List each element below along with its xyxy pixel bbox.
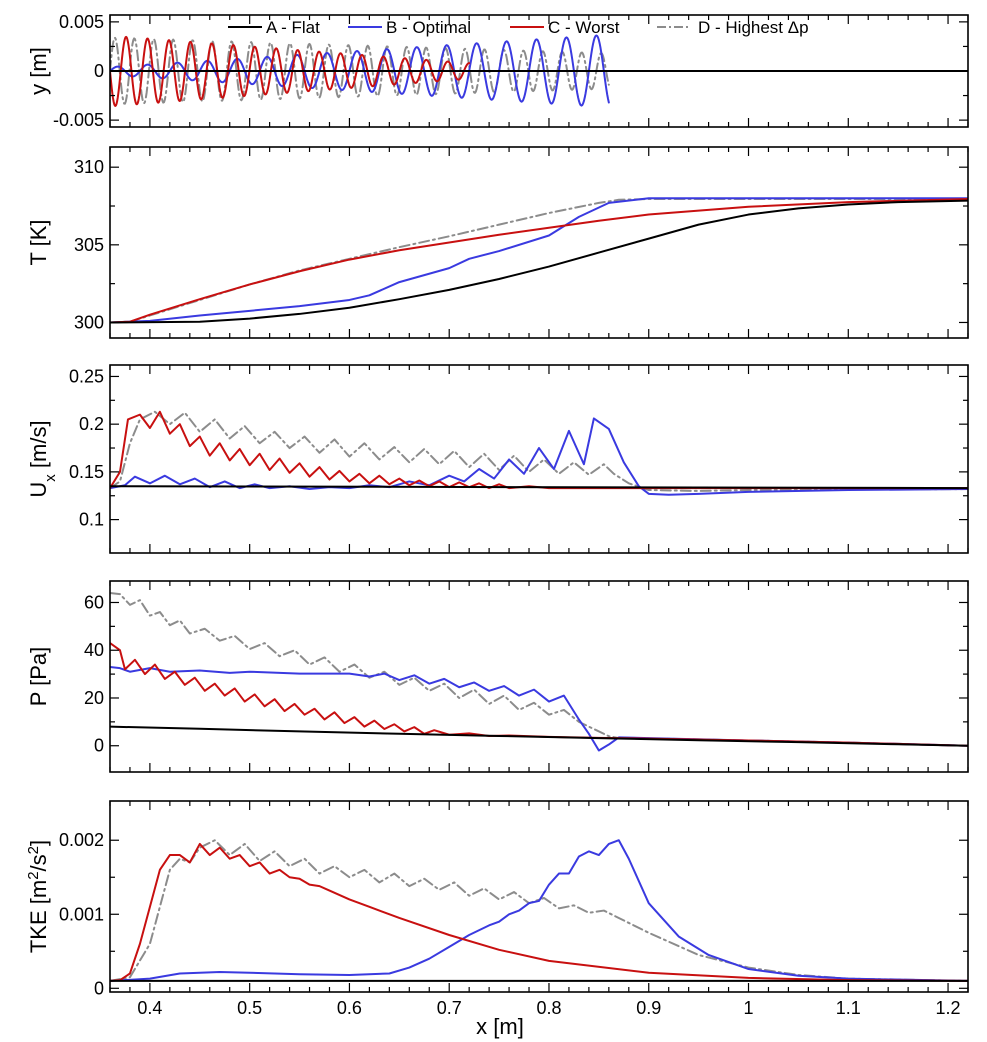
x-tick-label: 0.6 xyxy=(337,998,362,1018)
y-tick-label: 0.001 xyxy=(59,904,104,924)
x-tick-label: 0.7 xyxy=(437,998,462,1018)
y-tick-label: 0.15 xyxy=(69,462,104,482)
panel-TKE: 0 0.001 0.002 0.4 0.5 0.6 0.7 0.8 0.9 1 1.1 1.2 TKE … xyxy=(25,800,969,1018)
series-b-line xyxy=(110,665,968,752)
y-tick-label: 0 xyxy=(94,736,104,756)
x-tick-label: 0.8 xyxy=(536,998,561,1018)
legend-label-c: C - Worst xyxy=(548,18,620,37)
panel-T: 300 305 310 T [K] xyxy=(26,146,969,339)
plot-frame xyxy=(109,364,969,554)
series-b-line xyxy=(110,197,968,324)
series-b-line xyxy=(110,34,610,107)
y-axis-label-Ux: Ux [m/s] xyxy=(26,420,59,497)
series-d-line xyxy=(110,591,968,747)
y-tick-label: 0.002 xyxy=(59,830,104,850)
legend-label-d: D - Highest Δp xyxy=(698,18,809,37)
series-d-line xyxy=(110,36,610,105)
series-a-line xyxy=(110,725,968,747)
plot-frame xyxy=(109,580,969,773)
x-tick-label: 1.2 xyxy=(936,998,961,1018)
panel-Ux: 0.1 0.15 0.2 0.25 Ux [m/s] xyxy=(26,364,969,554)
y-tick-label: 0.25 xyxy=(69,366,104,386)
series-c-line xyxy=(110,198,968,324)
series-a-line xyxy=(110,199,968,324)
y-axis-label-TKE: TKE [m2/s2] xyxy=(25,840,52,953)
series-d-line xyxy=(110,839,968,982)
y-tick-label: 0.2 xyxy=(79,414,104,434)
x-tick-label: 1 xyxy=(744,998,754,1018)
series-c-line xyxy=(110,35,471,107)
y-tick-label: 20 xyxy=(84,688,104,708)
series-b-line xyxy=(110,417,968,496)
panel-P: 0 20 40 60 P [Pa] xyxy=(26,580,969,773)
legend: A - Flat B - Optimal C - Worst D - Highe… xyxy=(228,18,809,37)
x-tick-label: 0.9 xyxy=(636,998,661,1018)
y-tick-label: -0.005 xyxy=(53,110,104,130)
y-axis-label-P: P [Pa] xyxy=(26,647,51,707)
x-tick-label: 0.5 xyxy=(237,998,262,1018)
legend-label-b: B - Optimal xyxy=(386,18,471,37)
series-b-line xyxy=(110,839,968,982)
series-c-line xyxy=(110,842,968,982)
y-tick-label: 300 xyxy=(74,312,104,332)
y-axis-label-T: T [K] xyxy=(26,219,51,265)
series-d-line xyxy=(110,410,968,492)
x-tick-label: 1.1 xyxy=(836,998,861,1018)
plot-frame xyxy=(109,800,969,993)
y-tick-label: 0 xyxy=(94,61,104,81)
y-tick-label: 60 xyxy=(84,592,104,612)
legend-label-a: A - Flat xyxy=(266,18,320,37)
y-tick-label: 0.005 xyxy=(59,12,104,32)
series-a-line xyxy=(110,485,968,490)
x-axis-label: x [m] xyxy=(476,1014,524,1039)
y-axis-label-y: y [m] xyxy=(26,47,51,95)
plot-frame xyxy=(109,146,969,339)
series-d-line xyxy=(110,198,968,324)
y-tick-label: 305 xyxy=(74,235,104,255)
y-tick-label: 0 xyxy=(94,978,104,998)
panel-y: -0.005 0 0.005 y [m] xyxy=(26,12,969,130)
x-tick-label: 0.4 xyxy=(137,998,162,1018)
y-tick-label: 40 xyxy=(84,640,104,660)
y-tick-label: 310 xyxy=(74,157,104,177)
y-tick-label: 0.1 xyxy=(79,510,104,530)
